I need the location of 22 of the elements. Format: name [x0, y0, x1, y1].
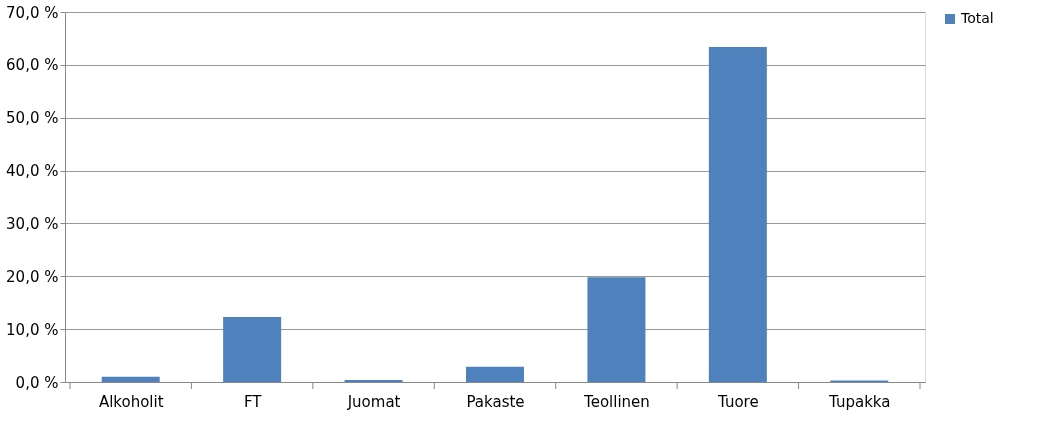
- y-tick-label: 10,0 %: [6, 320, 59, 339]
- x-tick-label: FT: [243, 392, 263, 411]
- bar: [708, 46, 767, 382]
- x-tick-label: Juomat: [346, 392, 401, 411]
- bar: [587, 277, 646, 382]
- bar: [101, 376, 160, 382]
- y-tick-label: 0,0 %: [15, 373, 59, 392]
- y-tick-label: 20,0 %: [6, 267, 59, 286]
- x-tick-label: Alkoholit: [98, 392, 164, 411]
- bar: [223, 316, 282, 382]
- x-tick-label: Teollinen: [583, 392, 650, 411]
- bar: [466, 366, 524, 382]
- y-tick-label: 40,0 %: [6, 162, 59, 181]
- x-tick-label: Tuore: [717, 392, 759, 411]
- y-tick-label: 50,0 %: [6, 109, 59, 128]
- y-tick-label: 30,0 %: [6, 214, 59, 233]
- y-tick-label: 70,0 %: [6, 3, 59, 22]
- x-tick-label: Tupakka: [828, 392, 891, 411]
- legend-label: Total: [960, 10, 994, 26]
- y-tick-label: 60,0 %: [6, 56, 59, 75]
- x-tick-label: Pakaste: [466, 392, 525, 411]
- bar: [344, 379, 403, 382]
